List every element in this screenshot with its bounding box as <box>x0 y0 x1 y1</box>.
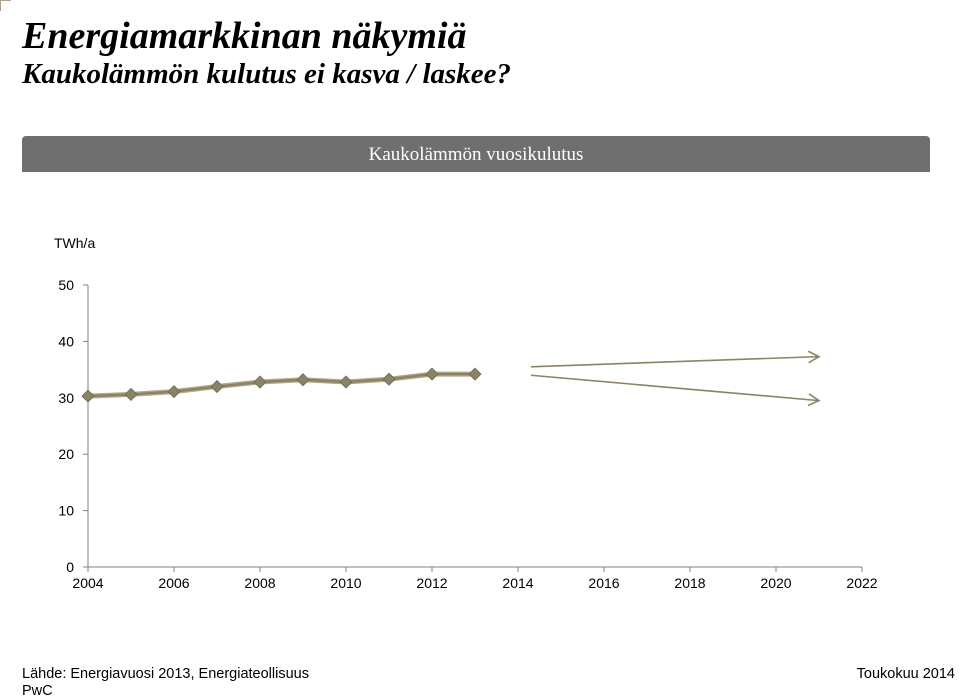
y-tick-label: 20 <box>58 446 74 462</box>
data-point <box>167 385 181 399</box>
y-tick-label: 10 <box>58 503 74 519</box>
projection-arrow-line <box>530 355 820 368</box>
data-point <box>339 375 353 389</box>
x-tick-label: 2022 <box>846 575 877 591</box>
projection-arrows <box>530 350 821 407</box>
x-tick-label: 2014 <box>502 575 533 591</box>
chart-title: Kaukolämmön vuosikulutus <box>22 136 930 172</box>
corner-mark <box>0 0 11 11</box>
x-tick-label: 2012 <box>416 575 447 591</box>
series-line <box>87 372 475 398</box>
x-tick-label: 2008 <box>244 575 275 591</box>
projection-arrow-head <box>807 350 821 364</box>
data-point <box>81 389 95 403</box>
x-tick-label: 2020 <box>760 575 791 591</box>
y-axis-label: TWh/a <box>54 235 95 251</box>
x-tick-label: 2006 <box>158 575 189 591</box>
projection-arrow-head <box>807 393 821 407</box>
data-point <box>124 387 138 401</box>
chart-axes: 0 10 20 30 40 50 2004 2006 2008 2010 2012 2014 2016 2… <box>58 277 877 591</box>
y-tick-label: 0 <box>66 559 74 575</box>
publication-date: Toukokuu 2014 <box>856 666 955 682</box>
x-tick-label: 2018 <box>674 575 705 591</box>
projection-arrow-line <box>530 374 820 402</box>
data-point <box>296 373 310 387</box>
data-point <box>253 375 267 389</box>
page-subtitle: Kaukolämmön kulutus ei kasva / laskee? <box>22 58 512 90</box>
y-tick-label: 50 <box>58 277 74 293</box>
data-point <box>382 372 396 386</box>
data-point <box>425 367 439 381</box>
x-tick-label: 2016 <box>588 575 619 591</box>
data-point <box>210 379 224 394</box>
source-note: Lähde: Energiavuosi 2013, Energiateollis… <box>22 666 309 682</box>
x-tick-label: 2004 <box>72 575 103 591</box>
y-tick-label: 30 <box>58 390 74 406</box>
page-title: Energiamarkkinan näkymiä <box>22 15 467 57</box>
y-tick-label: 40 <box>58 333 74 349</box>
x-tick-label: 2010 <box>330 575 361 591</box>
chart-series <box>81 367 482 403</box>
data-point <box>468 367 482 381</box>
organization-name: PwC <box>22 683 53 699</box>
